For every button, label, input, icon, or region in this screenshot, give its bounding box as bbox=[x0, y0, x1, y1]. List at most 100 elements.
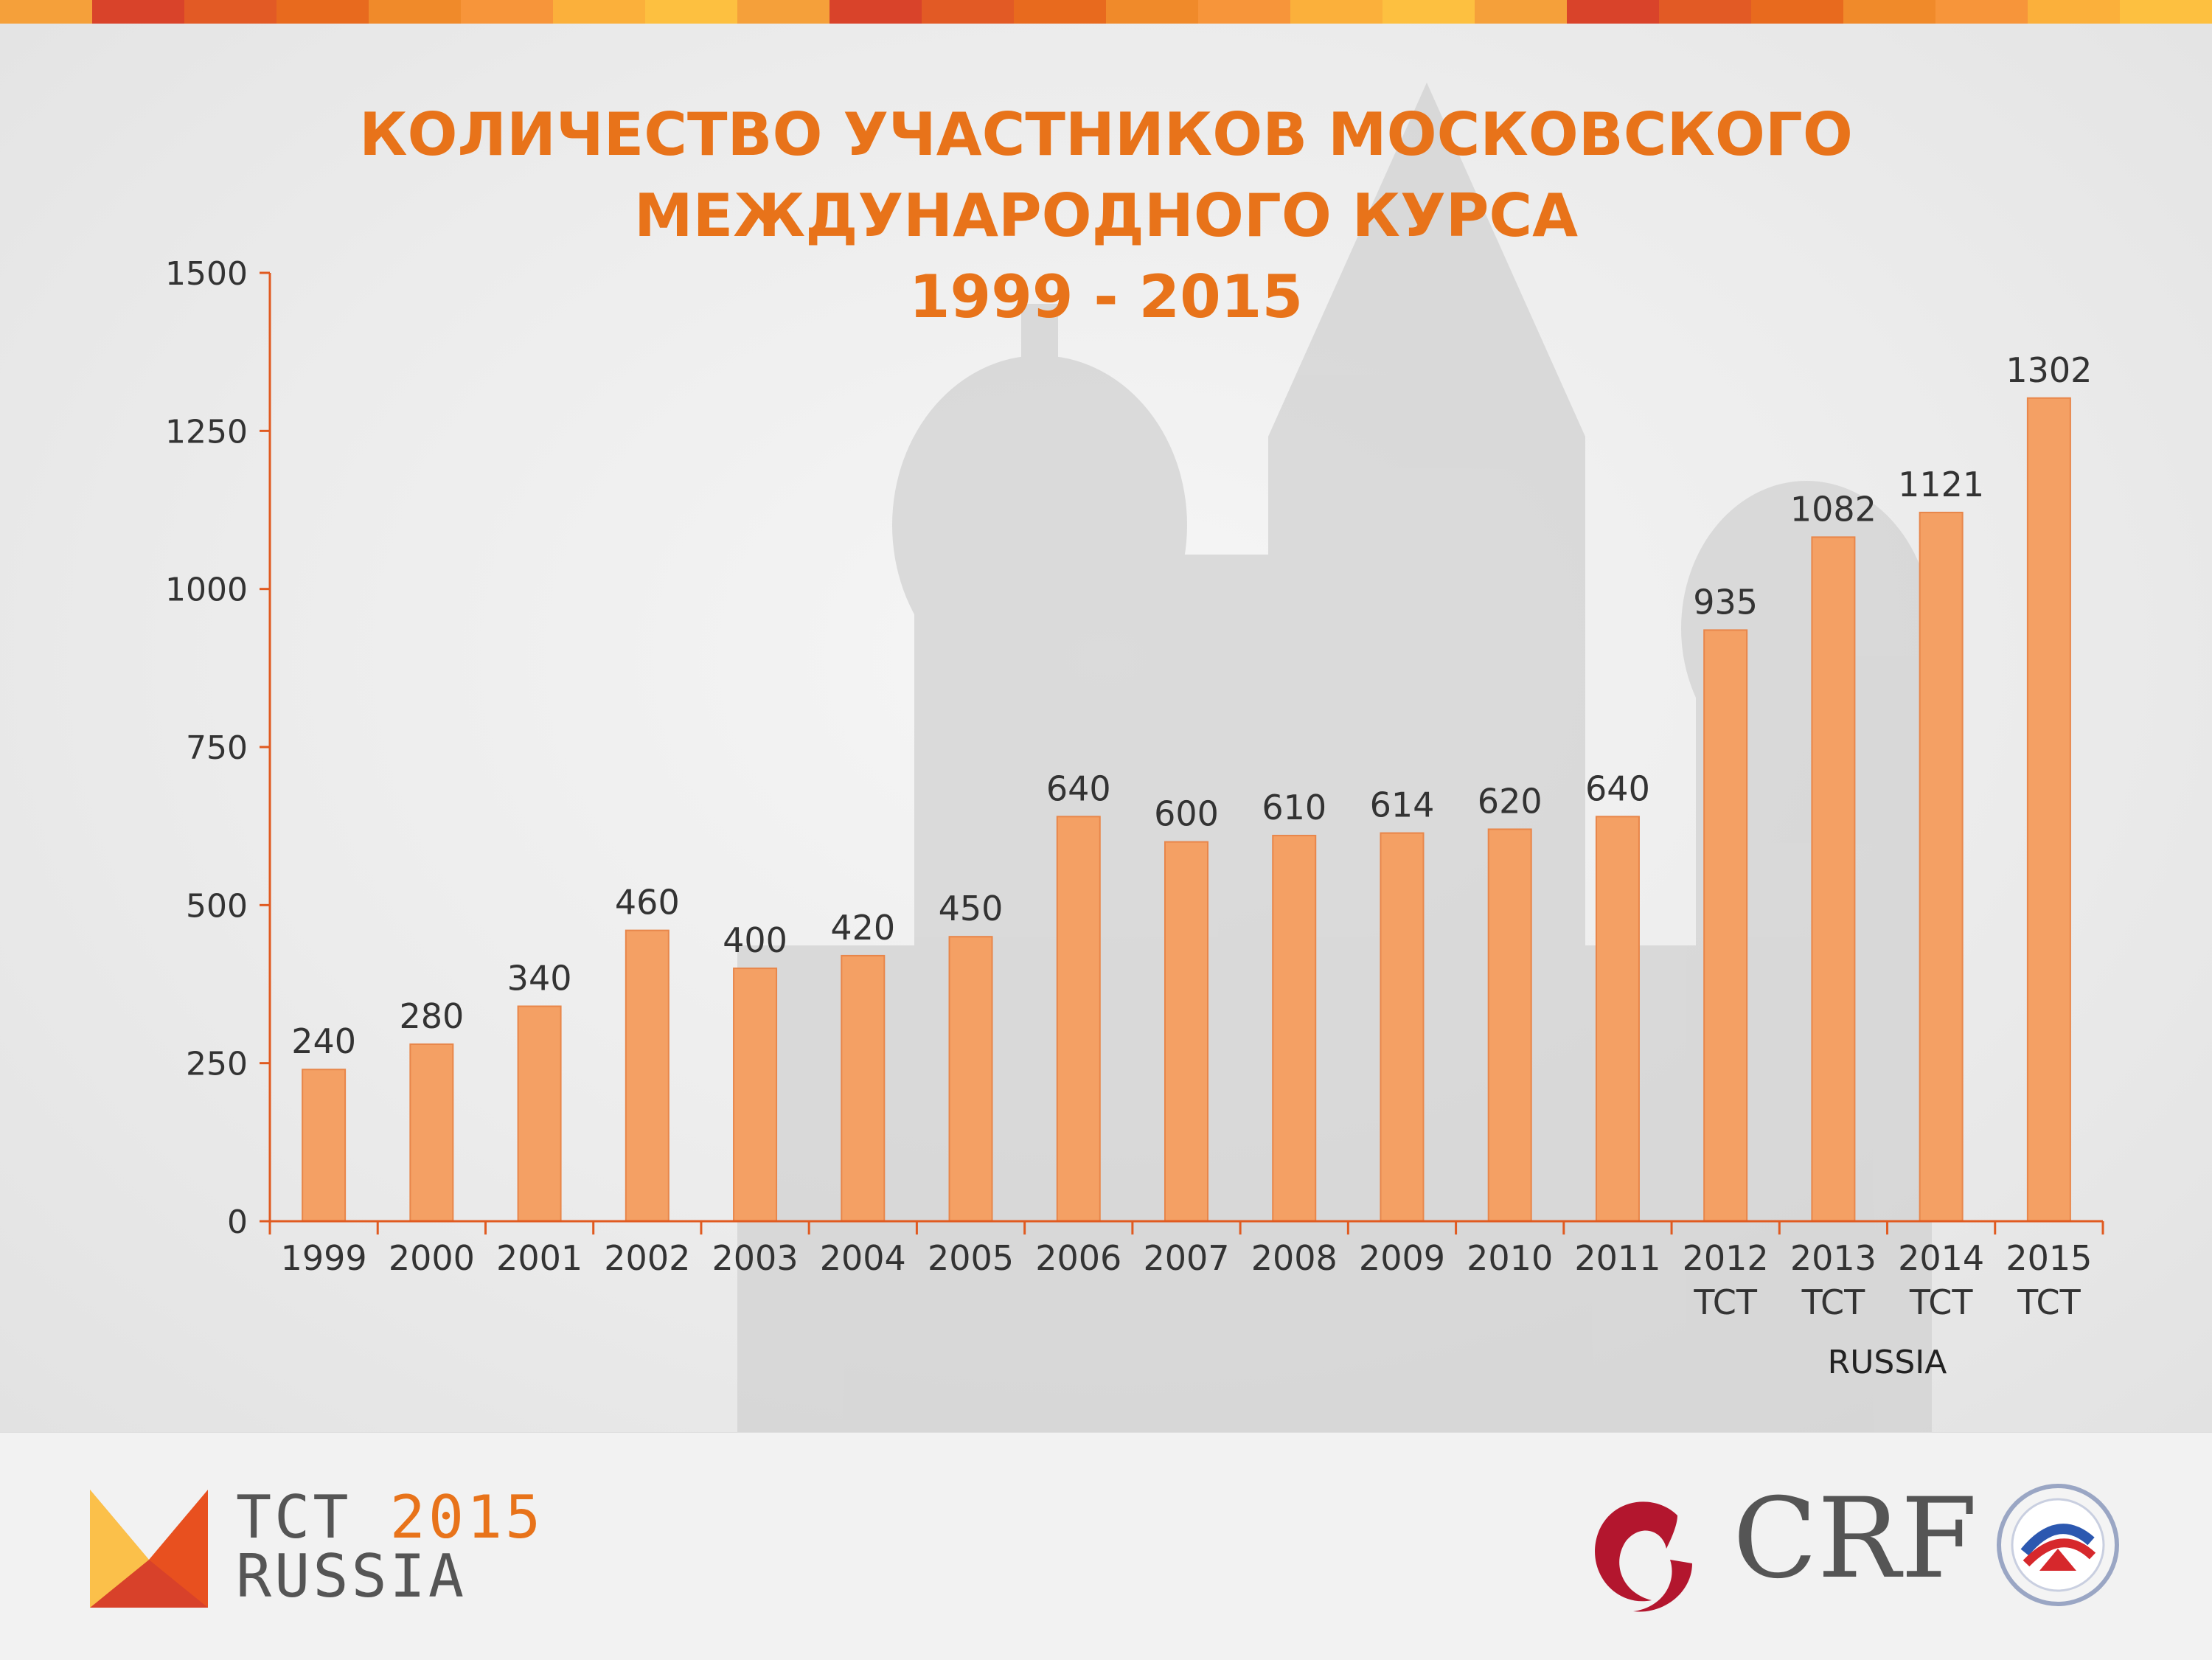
bar-value-label: 1082 bbox=[1790, 489, 1877, 529]
x-tick-label: TCT bbox=[1801, 1282, 1866, 1322]
stripe-segment bbox=[92, 0, 184, 24]
bar-value-label: 340 bbox=[507, 959, 572, 999]
stripe-segment bbox=[184, 0, 276, 24]
bar-value-label: 610 bbox=[1262, 788, 1326, 827]
chart-title: КОЛИЧЕСТВО УЧАСТНИКОВ МОСКОВСКОГО МЕЖДУН… bbox=[0, 94, 2212, 338]
bar bbox=[1380, 832, 1425, 1222]
bar bbox=[1811, 536, 1856, 1222]
stripe-segment bbox=[1935, 0, 2028, 24]
y-tick-label: 1250 bbox=[165, 413, 248, 451]
stripe-segment bbox=[2028, 0, 2120, 24]
stripe-segment bbox=[1290, 0, 1382, 24]
tct-2015-russia-logo: TCT 2015 RUSSIA bbox=[236, 1488, 543, 1606]
stripe-segment bbox=[1014, 0, 1106, 24]
tct-sub: RUSSIA bbox=[236, 1542, 467, 1611]
bar-value-label: 420 bbox=[830, 908, 895, 948]
stripe-segment bbox=[737, 0, 830, 24]
x-tick-label: TCT bbox=[1693, 1282, 1758, 1322]
bar-chart: 0 250 500 750 1000 1250 1500 240 280 340 460 400 42… bbox=[165, 255, 2104, 1381]
stripe-segment bbox=[1659, 0, 1751, 24]
stripe-segment bbox=[369, 0, 461, 24]
x-axis: 1999 2000 2001 2002 2003 2004 2005 2006 2007 2008… bbox=[268, 1220, 2104, 1381]
bar-value-label: 280 bbox=[399, 996, 464, 1036]
bar bbox=[1919, 511, 1964, 1222]
y-tick-label: 0 bbox=[227, 1204, 248, 1241]
x-tick-label: 2010 bbox=[1467, 1238, 1553, 1278]
x-tick-label: 2003 bbox=[712, 1238, 799, 1278]
bar-value-label: 400 bbox=[723, 920, 787, 960]
top-color-stripe bbox=[0, 0, 2212, 24]
bar-value-label: 240 bbox=[291, 1021, 356, 1061]
x-tick-label: TCT bbox=[2017, 1282, 2081, 1322]
bar bbox=[625, 929, 669, 1223]
tct-logo-icon bbox=[90, 1490, 208, 1608]
bar bbox=[1595, 816, 1640, 1222]
bar bbox=[733, 968, 778, 1222]
stripe-segment bbox=[1106, 0, 1198, 24]
stripe-segment bbox=[2120, 0, 2212, 24]
bar bbox=[948, 936, 993, 1222]
x-tick-label: 2009 bbox=[1359, 1238, 1445, 1278]
stripe-segment bbox=[1567, 0, 1659, 24]
society-emblem-icon bbox=[1997, 1484, 2119, 1606]
footer-bar bbox=[0, 1432, 2212, 1660]
x-tick-label: 2004 bbox=[820, 1238, 906, 1278]
stripe-segment bbox=[1751, 0, 1843, 24]
bar bbox=[2026, 397, 2071, 1223]
bars: 240 280 340 460 400 420 450 640 600 610 614 620 640 9… bbox=[291, 350, 2092, 1223]
stripe-segment bbox=[461, 0, 553, 24]
bar bbox=[1272, 835, 1317, 1222]
stripe-segment bbox=[553, 0, 645, 24]
bar bbox=[302, 1069, 347, 1222]
y-tick-label: 750 bbox=[186, 729, 248, 767]
bar bbox=[1703, 629, 1748, 1222]
x-tick-label: 2005 bbox=[928, 1238, 1014, 1278]
bar bbox=[1487, 828, 1532, 1223]
title-line-1: КОЛИЧЕСТВО УЧАСТНИКОВ МОСКОВСКОГО bbox=[359, 100, 1853, 169]
bar-value-label: 1121 bbox=[1898, 465, 1984, 504]
x-tick-label: 2000 bbox=[389, 1238, 475, 1278]
bar-value-label: 614 bbox=[1370, 785, 1435, 825]
bar-value-label: 640 bbox=[1585, 768, 1650, 808]
bar bbox=[1164, 841, 1208, 1222]
x-tick-label: 2011 bbox=[1574, 1238, 1660, 1278]
stripe-segment bbox=[0, 0, 92, 24]
bar-value-label: 620 bbox=[1478, 781, 1543, 821]
x-tick-label: 2001 bbox=[496, 1238, 582, 1278]
stripe-segment bbox=[922, 0, 1014, 24]
x-tick-label: 2012 bbox=[1683, 1238, 1769, 1278]
x-tick-label: 1999 bbox=[281, 1238, 367, 1278]
crf-logo-text: CRF bbox=[1733, 1475, 1978, 1603]
bar-value-label: 600 bbox=[1154, 794, 1219, 834]
bar bbox=[409, 1043, 454, 1222]
stripe-segment bbox=[1198, 0, 1290, 24]
y-tick-label: 500 bbox=[186, 887, 248, 925]
title-line-2: МЕЖДУНАРОДНОГО КУРСА bbox=[634, 181, 1578, 250]
bar-value-label: 450 bbox=[939, 889, 1004, 928]
x-tick-label: 2006 bbox=[1035, 1238, 1121, 1278]
x-tick-label: 2015 bbox=[2006, 1238, 2092, 1278]
russia-group-label: RUSSIA bbox=[1828, 1344, 1947, 1381]
crf-logo-icon bbox=[1595, 1501, 1692, 1612]
tct-year: 2015 bbox=[389, 1483, 544, 1552]
bar bbox=[841, 954, 886, 1223]
bar-value-label: 1302 bbox=[2006, 350, 2092, 390]
x-tick-label: 2002 bbox=[604, 1238, 690, 1278]
stripe-segment bbox=[1843, 0, 1935, 24]
y-tick-label: 1000 bbox=[165, 572, 248, 609]
x-tick-label: 2007 bbox=[1143, 1238, 1229, 1278]
bar-value-label: 460 bbox=[615, 883, 680, 923]
stripe-segment bbox=[1382, 0, 1475, 24]
y-axis: 0 250 500 750 1000 1250 1500 bbox=[165, 255, 271, 1241]
x-tick-label: 2014 bbox=[1898, 1238, 1984, 1278]
x-tick-label: 2008 bbox=[1251, 1238, 1338, 1278]
bar-value-label: 640 bbox=[1046, 768, 1111, 808]
stripe-segment bbox=[830, 0, 922, 24]
tct-brand: TCT bbox=[236, 1483, 352, 1552]
x-tick-label: 2013 bbox=[1790, 1238, 1877, 1278]
stripe-segment bbox=[1475, 0, 1567, 24]
stripe-segment bbox=[645, 0, 737, 24]
bar bbox=[517, 1005, 562, 1223]
bar-value-label: 935 bbox=[1693, 582, 1758, 622]
y-tick-label: 250 bbox=[186, 1046, 248, 1083]
